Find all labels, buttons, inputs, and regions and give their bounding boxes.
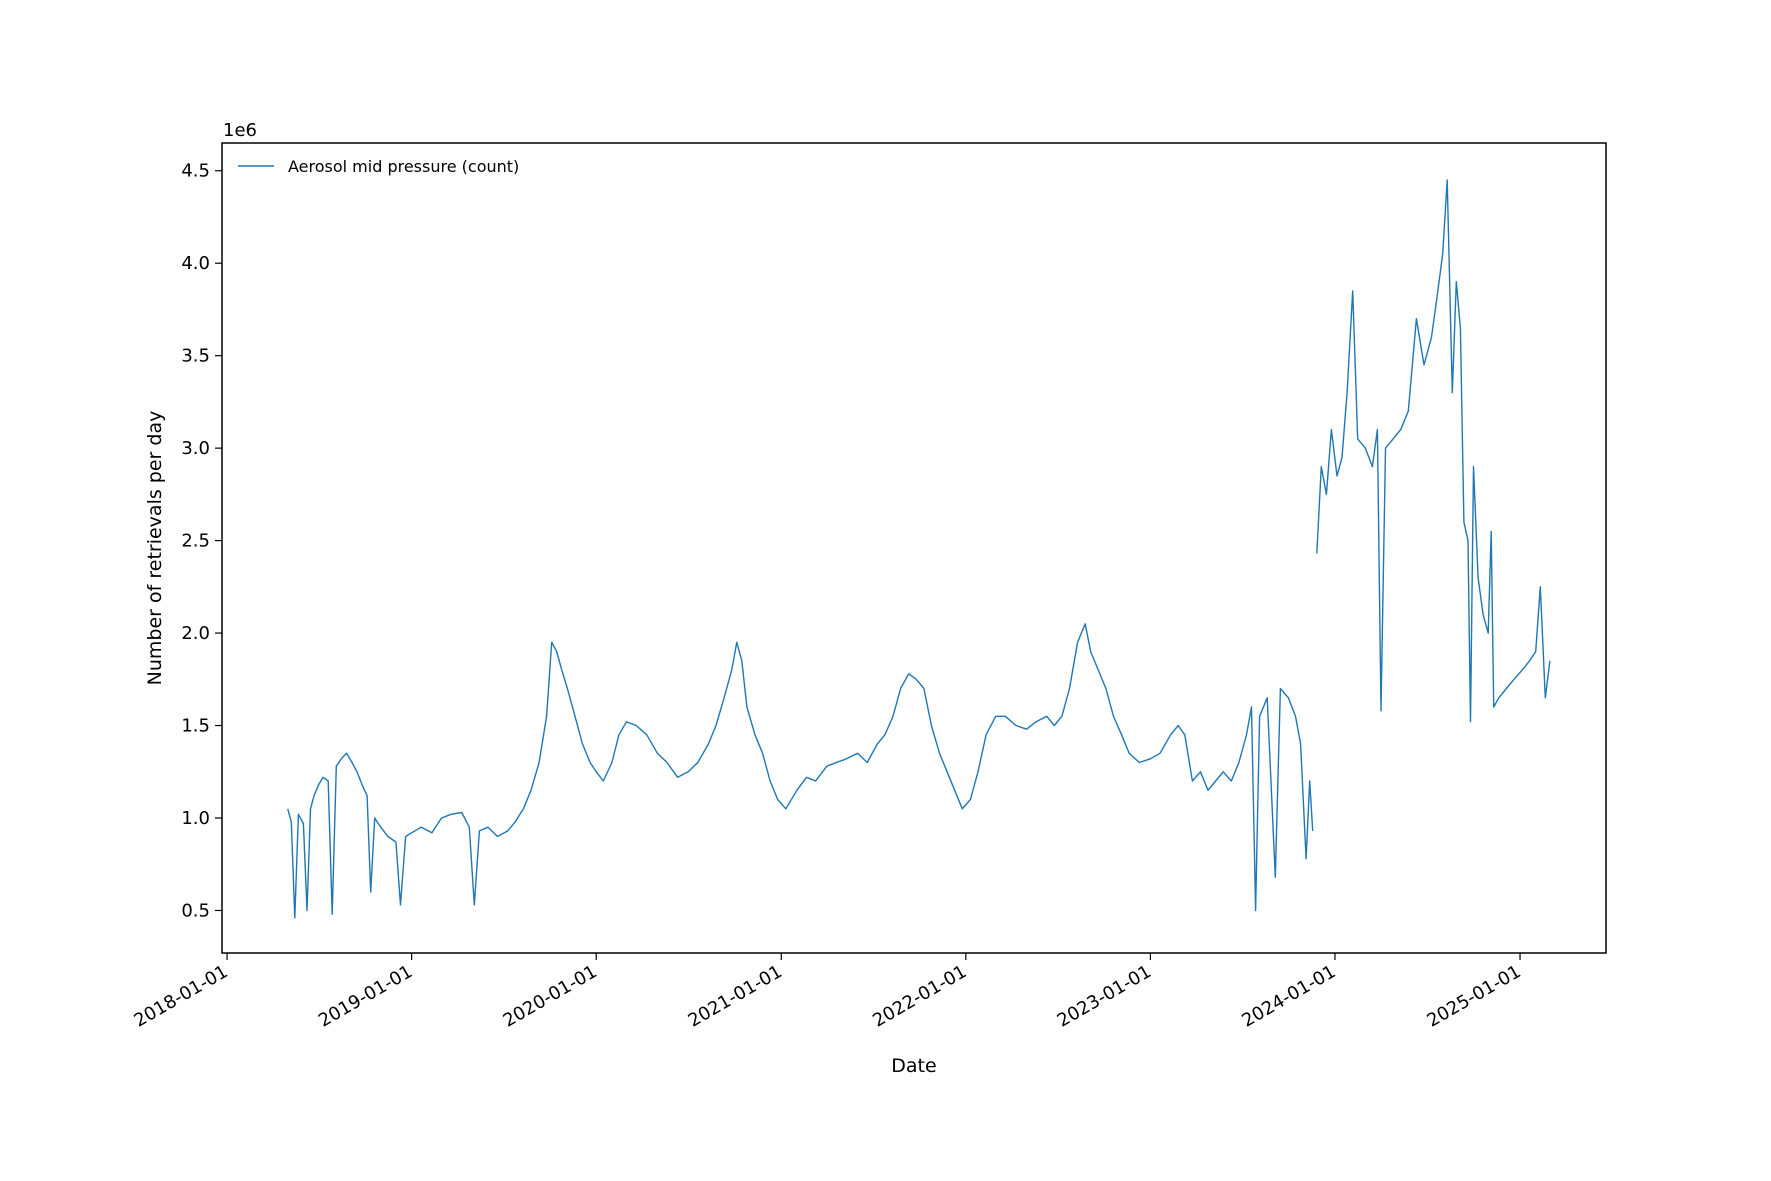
y-tick-label: 4.5	[181, 161, 210, 182]
legend: Aerosol mid pressure (count)	[238, 157, 519, 176]
y-tick-label: 1.0	[181, 808, 210, 829]
data-layer	[287, 179, 1551, 919]
plot-area	[222, 143, 1606, 953]
y-axis-label: Number of retrievals per day	[144, 411, 166, 686]
y-tick-label: 2.0	[181, 623, 210, 644]
y-tick-label: 4.0	[181, 253, 210, 274]
y-tick-label: 2.5	[181, 531, 210, 552]
y-tick-label: 0.5	[181, 900, 210, 921]
y-tick-label: 1.5	[181, 716, 210, 737]
y-tick-label: 3.5	[181, 346, 210, 367]
series-line	[287, 179, 1551, 919]
x-axis-label: Date	[891, 1055, 936, 1077]
y-axis-ticks: 0.5 1.0 1.5 2.0 2.5 3.0 3.5 4.0 4.5	[181, 161, 222, 921]
plot-frame	[221, 142, 1607, 954]
legend-label: Aerosol mid pressure (count)	[288, 157, 519, 176]
y-tick-label: 3.0	[181, 438, 210, 459]
y-offset-text: 1e6	[223, 120, 257, 141]
